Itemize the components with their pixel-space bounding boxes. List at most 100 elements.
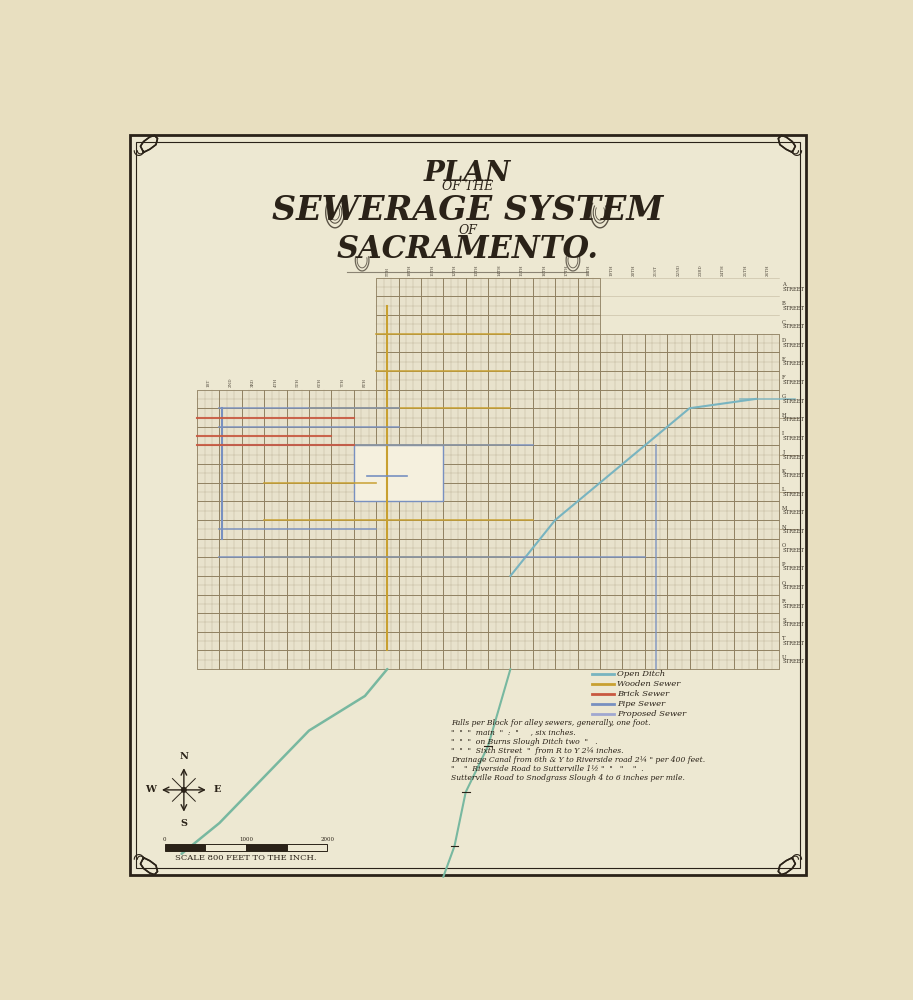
Bar xyxy=(712,445,734,464)
Bar xyxy=(734,352,757,371)
Bar xyxy=(689,464,712,483)
Bar xyxy=(757,445,779,464)
Bar xyxy=(219,650,242,669)
Bar xyxy=(287,520,309,539)
Bar xyxy=(623,390,645,408)
Bar xyxy=(555,445,578,464)
Bar xyxy=(689,334,712,352)
Bar xyxy=(353,650,376,669)
Bar xyxy=(466,595,488,613)
Bar xyxy=(309,427,331,445)
Bar xyxy=(578,390,600,408)
Bar xyxy=(242,408,264,427)
Bar xyxy=(623,334,645,352)
Bar xyxy=(353,445,444,501)
Bar xyxy=(444,408,466,427)
Bar xyxy=(510,408,533,427)
Bar xyxy=(466,278,488,296)
Bar xyxy=(488,520,510,539)
Bar xyxy=(444,520,466,539)
Bar xyxy=(578,278,600,296)
Circle shape xyxy=(182,788,186,792)
Bar xyxy=(645,464,667,483)
Bar xyxy=(623,427,645,445)
Bar xyxy=(555,278,578,296)
Bar xyxy=(667,390,689,408)
Bar xyxy=(510,315,533,334)
Bar xyxy=(510,278,533,296)
Bar xyxy=(197,539,219,557)
Bar xyxy=(353,576,376,595)
Bar xyxy=(353,613,376,632)
Bar xyxy=(331,408,353,427)
Bar xyxy=(734,557,757,576)
Bar xyxy=(645,408,667,427)
Bar xyxy=(600,334,623,352)
Bar xyxy=(197,445,219,464)
Text: "    "  Riverside Road to Sutterville 1½ "  "   "    "  .: " " Riverside Road to Sutterville 1½ " "… xyxy=(451,765,644,773)
Bar xyxy=(578,464,600,483)
Bar xyxy=(488,390,510,408)
Bar xyxy=(667,557,689,576)
Bar xyxy=(398,445,421,464)
Bar xyxy=(533,613,555,632)
Bar xyxy=(667,464,689,483)
Text: "  "  "  on Burns Slough Ditch two  "   .: " " " on Burns Slough Ditch two " . xyxy=(451,738,598,746)
Bar xyxy=(689,408,712,427)
Text: 19TH: 19TH xyxy=(609,264,614,276)
Bar xyxy=(398,650,421,669)
Bar xyxy=(466,557,488,576)
Bar xyxy=(533,371,555,390)
Bar xyxy=(331,650,353,669)
Bar xyxy=(689,427,712,445)
Bar xyxy=(421,539,444,557)
Bar xyxy=(466,483,488,501)
Bar xyxy=(623,576,645,595)
Bar xyxy=(578,483,600,501)
Bar xyxy=(623,371,645,390)
Bar xyxy=(444,613,466,632)
Bar xyxy=(689,483,712,501)
Bar xyxy=(444,371,466,390)
Bar xyxy=(242,501,264,520)
Bar xyxy=(331,613,353,632)
Bar xyxy=(398,557,421,576)
Bar xyxy=(264,650,287,669)
Bar xyxy=(510,427,533,445)
Bar xyxy=(555,539,578,557)
Bar xyxy=(645,576,667,595)
Bar xyxy=(533,520,555,539)
Bar xyxy=(555,315,578,334)
Bar xyxy=(353,539,376,557)
Text: "  "  "  Sixth Street  "  from R to Y 2¼ inches.: " " " Sixth Street " from R to Y 2¼ inch… xyxy=(451,747,624,755)
Bar xyxy=(421,408,444,427)
Bar xyxy=(376,371,398,390)
Bar xyxy=(645,445,667,464)
Bar xyxy=(689,445,712,464)
Bar xyxy=(645,352,667,371)
Bar xyxy=(287,557,309,576)
Bar xyxy=(623,520,645,539)
Bar xyxy=(734,427,757,445)
Bar xyxy=(578,613,600,632)
Bar xyxy=(533,278,555,296)
Bar xyxy=(398,520,421,539)
Bar xyxy=(219,408,242,427)
Bar xyxy=(667,408,689,427)
Bar xyxy=(578,632,600,650)
Bar xyxy=(353,557,376,576)
Bar xyxy=(376,427,398,445)
Bar xyxy=(219,613,242,632)
Bar xyxy=(398,539,421,557)
Text: J
STREET: J STREET xyxy=(782,450,804,460)
Text: Wooden Sewer: Wooden Sewer xyxy=(617,680,680,688)
Bar xyxy=(376,296,398,315)
Bar xyxy=(689,520,712,539)
Bar xyxy=(510,632,533,650)
Bar xyxy=(510,520,533,539)
Bar xyxy=(667,334,689,352)
Text: B
STREET: B STREET xyxy=(782,301,804,311)
Bar xyxy=(264,390,287,408)
Bar xyxy=(533,352,555,371)
Bar xyxy=(398,296,421,315)
